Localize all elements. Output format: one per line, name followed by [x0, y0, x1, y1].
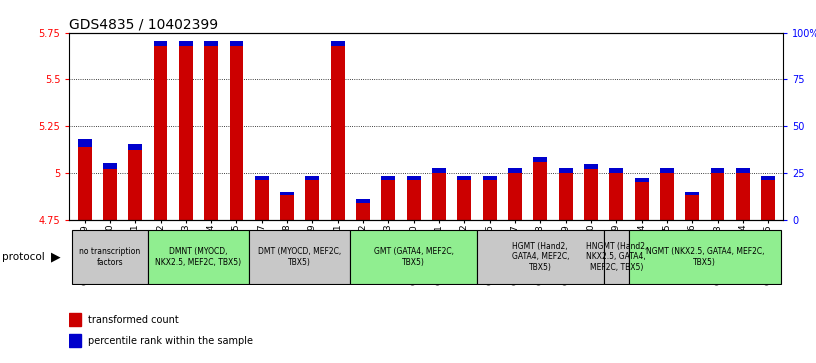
Bar — [103, 163, 117, 169]
Bar — [153, 46, 167, 220]
Text: NGMT (NKX2.5, GATA4, MEF2C,
TBX5): NGMT (NKX2.5, GATA4, MEF2C, TBX5) — [645, 247, 764, 266]
Bar — [432, 168, 446, 173]
Bar — [78, 139, 91, 147]
Bar — [534, 162, 548, 220]
Text: DMT (MYOCD, MEF2C,
TBX5): DMT (MYOCD, MEF2C, TBX5) — [258, 247, 341, 266]
Bar — [255, 180, 268, 220]
Bar — [330, 46, 344, 220]
Bar — [305, 176, 319, 180]
Bar — [280, 192, 294, 195]
Bar — [432, 173, 446, 220]
Bar — [635, 182, 649, 220]
Text: ▶: ▶ — [51, 250, 61, 263]
Bar — [179, 41, 193, 46]
Bar — [458, 176, 472, 180]
Bar — [350, 230, 477, 284]
Bar — [330, 41, 344, 46]
Bar — [72, 230, 148, 284]
Bar — [483, 180, 497, 220]
Bar — [477, 230, 604, 284]
Bar — [69, 313, 81, 326]
Bar — [685, 192, 699, 195]
Bar — [406, 180, 421, 220]
Bar — [534, 157, 548, 162]
Bar — [559, 168, 573, 173]
Bar — [249, 230, 350, 284]
Text: GDS4835 / 10402399: GDS4835 / 10402399 — [69, 17, 219, 32]
Bar — [69, 334, 81, 347]
Text: DMNT (MYOCD,
NKX2.5, MEF2C, TBX5): DMNT (MYOCD, NKX2.5, MEF2C, TBX5) — [155, 247, 242, 266]
Text: no transcription
factors: no transcription factors — [79, 247, 140, 266]
Bar — [761, 176, 775, 180]
Bar — [406, 176, 421, 180]
Text: protocol: protocol — [2, 252, 45, 262]
Bar — [660, 168, 674, 173]
Bar — [483, 176, 497, 180]
Bar — [153, 41, 167, 46]
Bar — [660, 173, 674, 220]
Text: transformed count: transformed count — [88, 315, 179, 325]
Bar — [559, 173, 573, 220]
Bar — [685, 195, 699, 220]
Bar — [229, 46, 243, 220]
Bar — [381, 180, 395, 220]
Bar — [179, 46, 193, 220]
Text: percentile rank within the sample: percentile rank within the sample — [88, 336, 253, 346]
Bar — [204, 46, 218, 220]
Bar — [610, 173, 623, 220]
Bar — [356, 203, 370, 220]
Bar — [584, 164, 598, 169]
Bar — [78, 147, 91, 220]
Bar — [736, 168, 750, 173]
Bar — [711, 173, 725, 220]
Bar — [255, 176, 268, 180]
Bar — [610, 168, 623, 173]
Bar — [711, 168, 725, 173]
Text: GMT (GATA4, MEF2C,
TBX5): GMT (GATA4, MEF2C, TBX5) — [374, 247, 454, 266]
Bar — [604, 230, 629, 284]
Bar — [736, 173, 750, 220]
Bar — [305, 180, 319, 220]
Bar — [508, 168, 522, 173]
Text: HGMT (Hand2,
GATA4, MEF2C,
TBX5): HGMT (Hand2, GATA4, MEF2C, TBX5) — [512, 242, 569, 272]
Bar — [584, 169, 598, 220]
Bar — [148, 230, 249, 284]
Bar — [458, 180, 472, 220]
Bar — [356, 199, 370, 203]
Bar — [229, 41, 243, 46]
Bar — [128, 144, 142, 150]
Text: HNGMT (Hand2,
NKX2.5, GATA4,
MEF2C, TBX5): HNGMT (Hand2, NKX2.5, GATA4, MEF2C, TBX5… — [586, 242, 647, 272]
Bar — [128, 150, 142, 220]
Bar — [204, 41, 218, 46]
Bar — [280, 195, 294, 220]
Bar — [508, 173, 522, 220]
Bar — [635, 178, 649, 182]
Bar — [381, 176, 395, 180]
Bar — [629, 230, 781, 284]
Bar — [761, 180, 775, 220]
Bar — [103, 169, 117, 220]
